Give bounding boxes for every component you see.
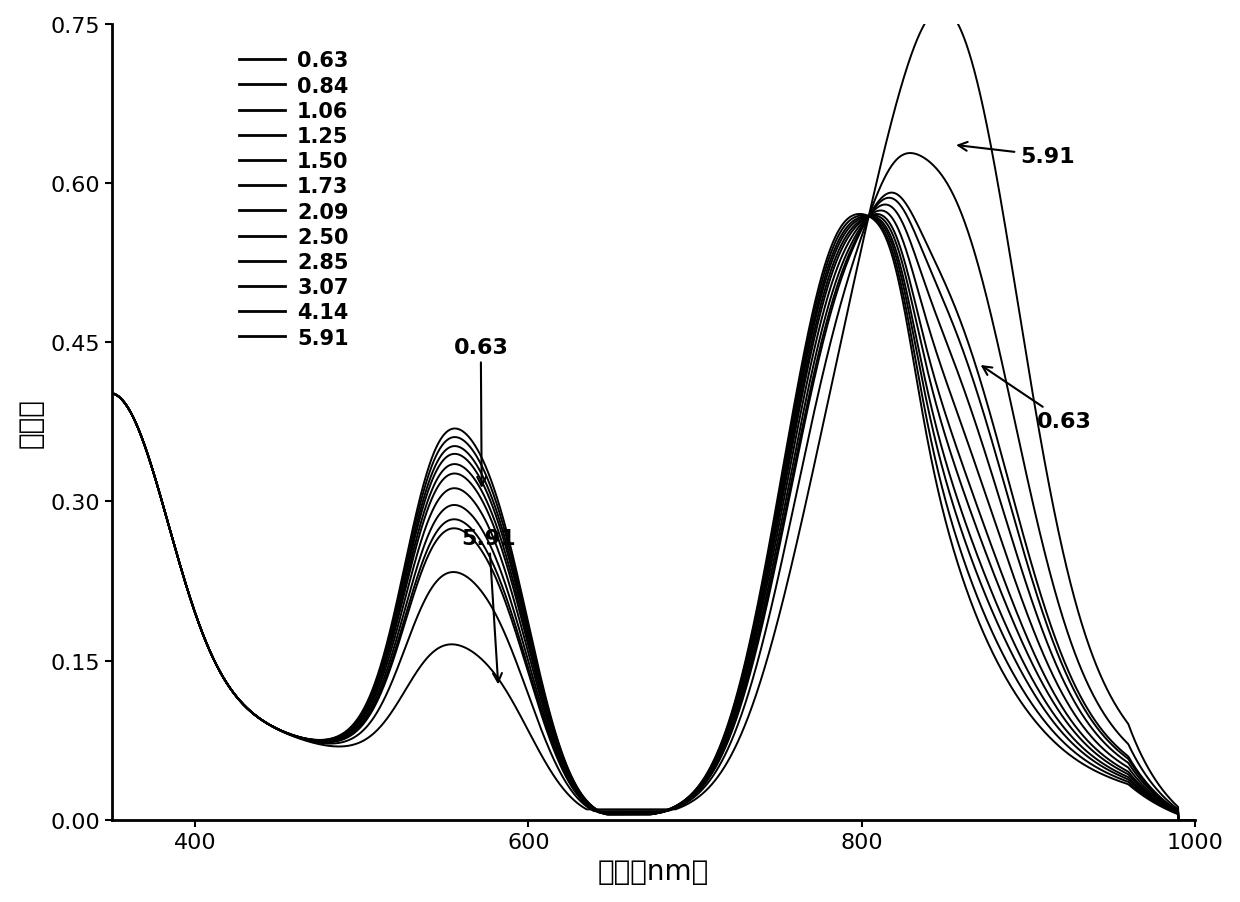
Legend: 0.63, 0.84, 1.06, 1.25, 1.50, 1.73, 2.09, 2.50, 2.85, 3.07, 4.14, 5.91: 0.63, 0.84, 1.06, 1.25, 1.50, 1.73, 2.09… [231,43,357,356]
X-axis label: 波长（nm）: 波长（nm） [598,858,709,886]
Text: 5.91: 5.91 [461,529,516,683]
Text: 5.91: 5.91 [959,143,1075,167]
Y-axis label: 吸光度: 吸光度 [16,398,45,447]
Text: 0.63: 0.63 [454,337,508,486]
Text: 0.63: 0.63 [982,367,1091,432]
